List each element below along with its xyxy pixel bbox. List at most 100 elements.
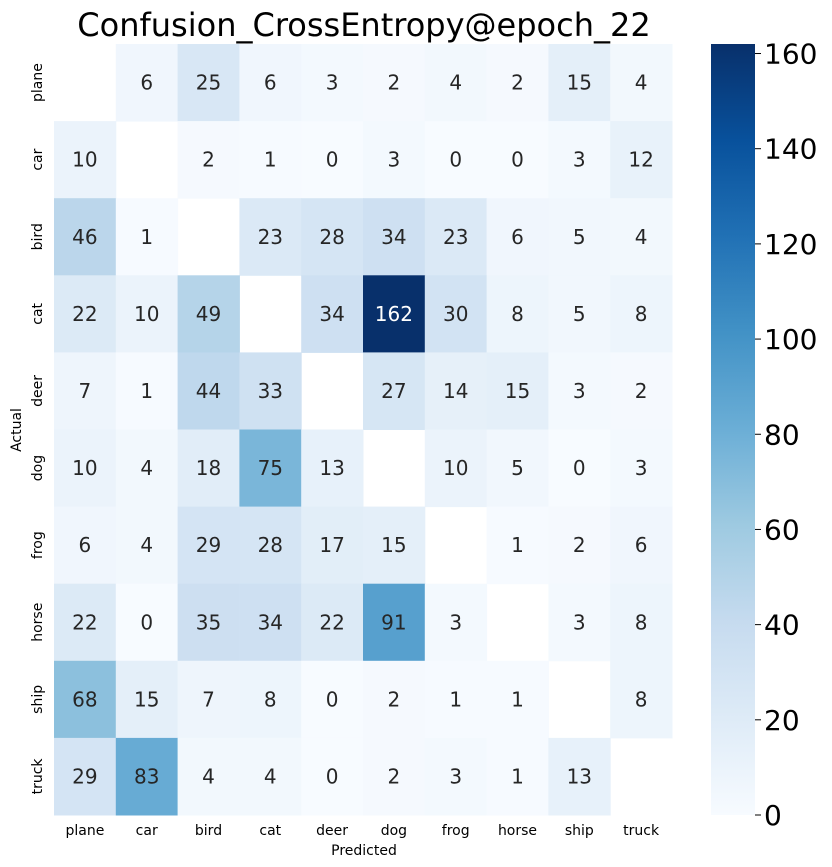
heatmap-cell [301,660,364,739]
heatmap-cell [177,352,240,430]
cell-value-label: 23 [443,225,468,249]
heatmap-cell [115,660,179,739]
cell-value-label: 4 [635,71,648,95]
cell-value-label: 2 [388,71,401,95]
heatmap-cell [239,506,302,585]
cell-value-label: 1 [140,225,153,249]
heatmap-cell [301,198,364,276]
cell-value-label: 34 [381,225,406,249]
heatmap-cell [54,660,117,739]
heatmap-cell [177,275,240,353]
heatmap-cell [54,198,117,276]
cell-value-label: 0 [449,148,462,172]
heatmap-cell [486,506,549,585]
colorbar-tick-label: 40 [764,609,800,642]
y-tick-labels: plane car bird cat deer dog frog horse ship truck [30,63,46,794]
heatmap-cell [424,121,488,199]
cell-value-label: 1 [140,379,153,403]
x-tick-labels: plane car bird cat deer dog frog horse ship truck [65,823,659,839]
cell-value-label: 2 [511,71,524,95]
cell-value-label: 6 [635,533,648,557]
heatmap-cell [424,583,488,662]
heatmap-cell [115,198,179,276]
heatmap-cell [54,737,117,816]
cell-value-label: 0 [326,687,339,711]
y-tick-label: cat [30,302,46,324]
cell-value-label: 27 [381,379,406,403]
y-tick-label: truck [30,758,46,795]
cell-value-label: 28 [258,533,283,557]
heatmap-cell [610,121,673,199]
cell-value-label: 3 [388,148,401,172]
heatmap-cell [424,44,488,122]
heatmap-cell [115,506,179,585]
cell-value-label: 0 [511,148,524,172]
cell-value-label: 34 [258,610,283,634]
heatmap-cell [363,660,426,739]
cell-value-label: 49 [196,302,221,326]
heatmap-cell [239,198,302,276]
cell-value-label: 75 [258,456,283,480]
cell-value-label: 1 [449,687,462,711]
colorbar [711,44,755,815]
cell-value-label: 1 [511,533,524,557]
cell-value-label: 35 [196,610,221,634]
cell-value-label: 0 [573,456,586,480]
cell-value-label: 0 [140,610,153,634]
x-tick-label: frog [442,823,470,839]
heatmap-cell [548,429,611,508]
cell-value-label: 33 [258,379,283,403]
heatmap-cell [486,44,549,122]
cell-value-label: 3 [573,610,586,634]
cell-value-label: 3 [449,610,462,634]
cell-value-label: 29 [196,533,221,557]
x-tick-label: cat [259,823,281,839]
heatmap-cell [115,44,179,122]
cell-value-label: 1 [511,687,524,711]
colorbar-tick-label: 160 [764,38,817,71]
heatmap-cell [54,506,117,585]
cell-value-label: 4 [202,764,215,788]
heatmap-cell [301,275,364,353]
heatmap-cell [239,429,302,508]
cell-value-label: 2 [388,687,401,711]
cell-value-label: 91 [381,610,406,634]
heatmap-cell [115,737,179,816]
x-tick-label: car [136,823,158,839]
cell-value-label: 28 [319,225,344,249]
heatmap-cell [424,429,488,508]
heatmap-cell [301,737,364,816]
heatmap-cell [610,198,673,276]
heatmap-cell [363,583,426,662]
cell-value-label: 1 [264,148,277,172]
cell-value-label: 0 [326,764,339,788]
cell-value-label: 6 [79,533,92,557]
cell-value-label: 3 [573,379,586,403]
cell-value-label: 3 [326,71,339,95]
cell-value-label: 4 [140,533,153,557]
cell-value-label: 1 [511,764,524,788]
x-tick-label: horse [498,823,537,839]
cell-value-label: 0 [326,148,339,172]
cell-value-label: 6 [264,71,277,95]
y-tick-label: dog [30,455,46,481]
cell-value-label: 4 [264,764,277,788]
x-tick-label: deer [316,823,348,839]
heatmap-cell [239,44,302,122]
heatmap-cell [115,583,179,662]
cell-value-label: 5 [573,302,586,326]
cell-value-label: 4 [635,225,648,249]
cell-value-label: 6 [511,225,524,249]
cell-value-label: 162 [375,302,413,326]
heatmap-cell [548,352,611,430]
heatmap-cell [177,660,240,739]
heatmap-cell [301,583,364,662]
cell-value-label: 14 [443,379,468,403]
cell-value-label: 44 [196,379,221,403]
y-tick-label: plane [30,63,46,102]
cell-value-label: 22 [319,610,344,634]
x-axis-label: Predicted [331,843,397,859]
heatmap-cell [363,121,426,199]
cell-value-label: 3 [573,148,586,172]
